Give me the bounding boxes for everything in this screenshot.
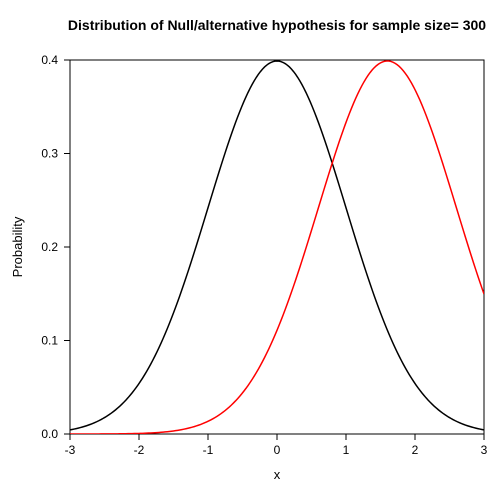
svg-text:0: 0 <box>274 443 281 457</box>
svg-text:-2: -2 <box>134 443 145 457</box>
svg-text:-1: -1 <box>203 443 214 457</box>
svg-text:0.4: 0.4 <box>41 53 58 67</box>
svg-text:Distribution of Null/alternati: Distribution of Null/alternative hypothe… <box>68 17 486 33</box>
chart-container: -3 -2 -1 0 1 2 3 0.0 0.1 0.2 0.3 0.4 x Probability Dis… <box>0 0 504 504</box>
svg-text:0.3: 0.3 <box>41 147 58 161</box>
svg-text:x: x <box>274 467 281 482</box>
svg-text:0.2: 0.2 <box>41 240 58 254</box>
svg-text:0.1: 0.1 <box>41 334 58 348</box>
svg-text:1: 1 <box>343 443 350 457</box>
svg-text:-3: -3 <box>65 443 76 457</box>
distribution-chart: -3 -2 -1 0 1 2 3 0.0 0.1 0.2 0.3 0.4 x Probability Dis… <box>0 0 504 504</box>
svg-text:2: 2 <box>412 443 419 457</box>
svg-text:Probability: Probability <box>10 216 25 277</box>
svg-text:3: 3 <box>481 443 488 457</box>
svg-text:0.0: 0.0 <box>41 427 58 441</box>
